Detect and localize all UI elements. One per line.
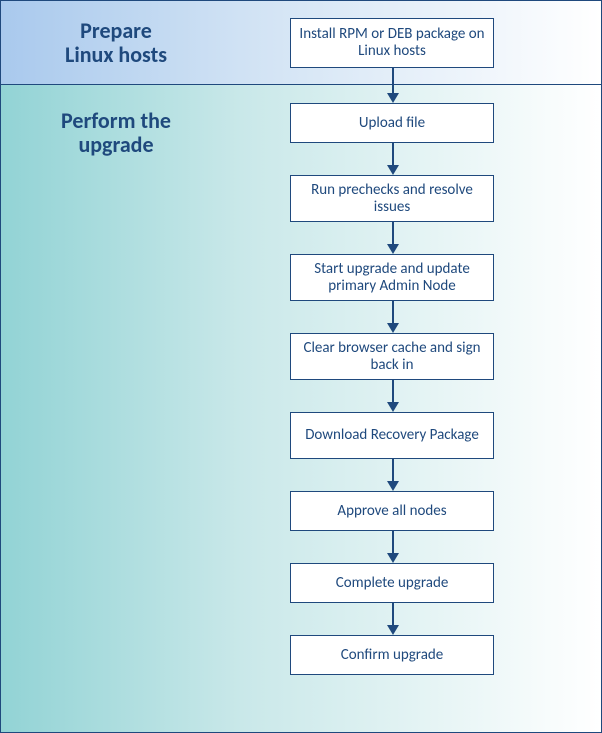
step-s4: Start upgrade and update primary Admin N… — [290, 254, 494, 301]
arrow-down-icon — [387, 481, 399, 491]
arrow-down-icon — [387, 244, 399, 254]
connector-line — [392, 301, 394, 323]
phase-perform-line1: Perform the — [61, 107, 171, 134]
connector-line — [392, 380, 394, 402]
step-s9: Confirm upgrade — [290, 635, 494, 675]
connector-line — [392, 143, 394, 165]
arrow-down-icon — [387, 625, 399, 635]
phase-perform-line2: upgrade — [78, 131, 153, 158]
phase-prepare-line1: Prepare — [80, 17, 152, 44]
connector-line — [392, 459, 394, 481]
step-s5: Clear browser cache and sign back in — [290, 333, 494, 380]
step-s6: Download Recovery Package — [290, 412, 494, 459]
arrow-down-icon — [387, 165, 399, 175]
connector-line — [392, 531, 394, 553]
arrow-down-icon — [387, 402, 399, 412]
phase-prepare-label: Prepare Linux hosts — [1, 19, 231, 67]
arrow-down-icon — [387, 323, 399, 333]
step-s7: Approve all nodes — [290, 491, 494, 531]
step-s8: Complete upgrade — [290, 563, 494, 603]
phase-prepare-line2: Linux hosts — [65, 41, 167, 68]
connector-line — [392, 222, 394, 244]
step-s2: Upload file — [290, 103, 494, 143]
phase-perform-label: Perform the upgrade — [1, 109, 231, 157]
arrow-down-icon — [387, 553, 399, 563]
step-s3: Run prechecks and resolve issues — [290, 175, 494, 222]
upgrade-flowchart: Prepare Linux hosts Perform the upgrade … — [0, 0, 602, 733]
arrow-down-icon — [387, 93, 399, 103]
step-s1: Install RPM or DEB package on Linux host… — [290, 18, 494, 68]
connector-line — [392, 603, 394, 625]
connector-line — [392, 68, 394, 93]
